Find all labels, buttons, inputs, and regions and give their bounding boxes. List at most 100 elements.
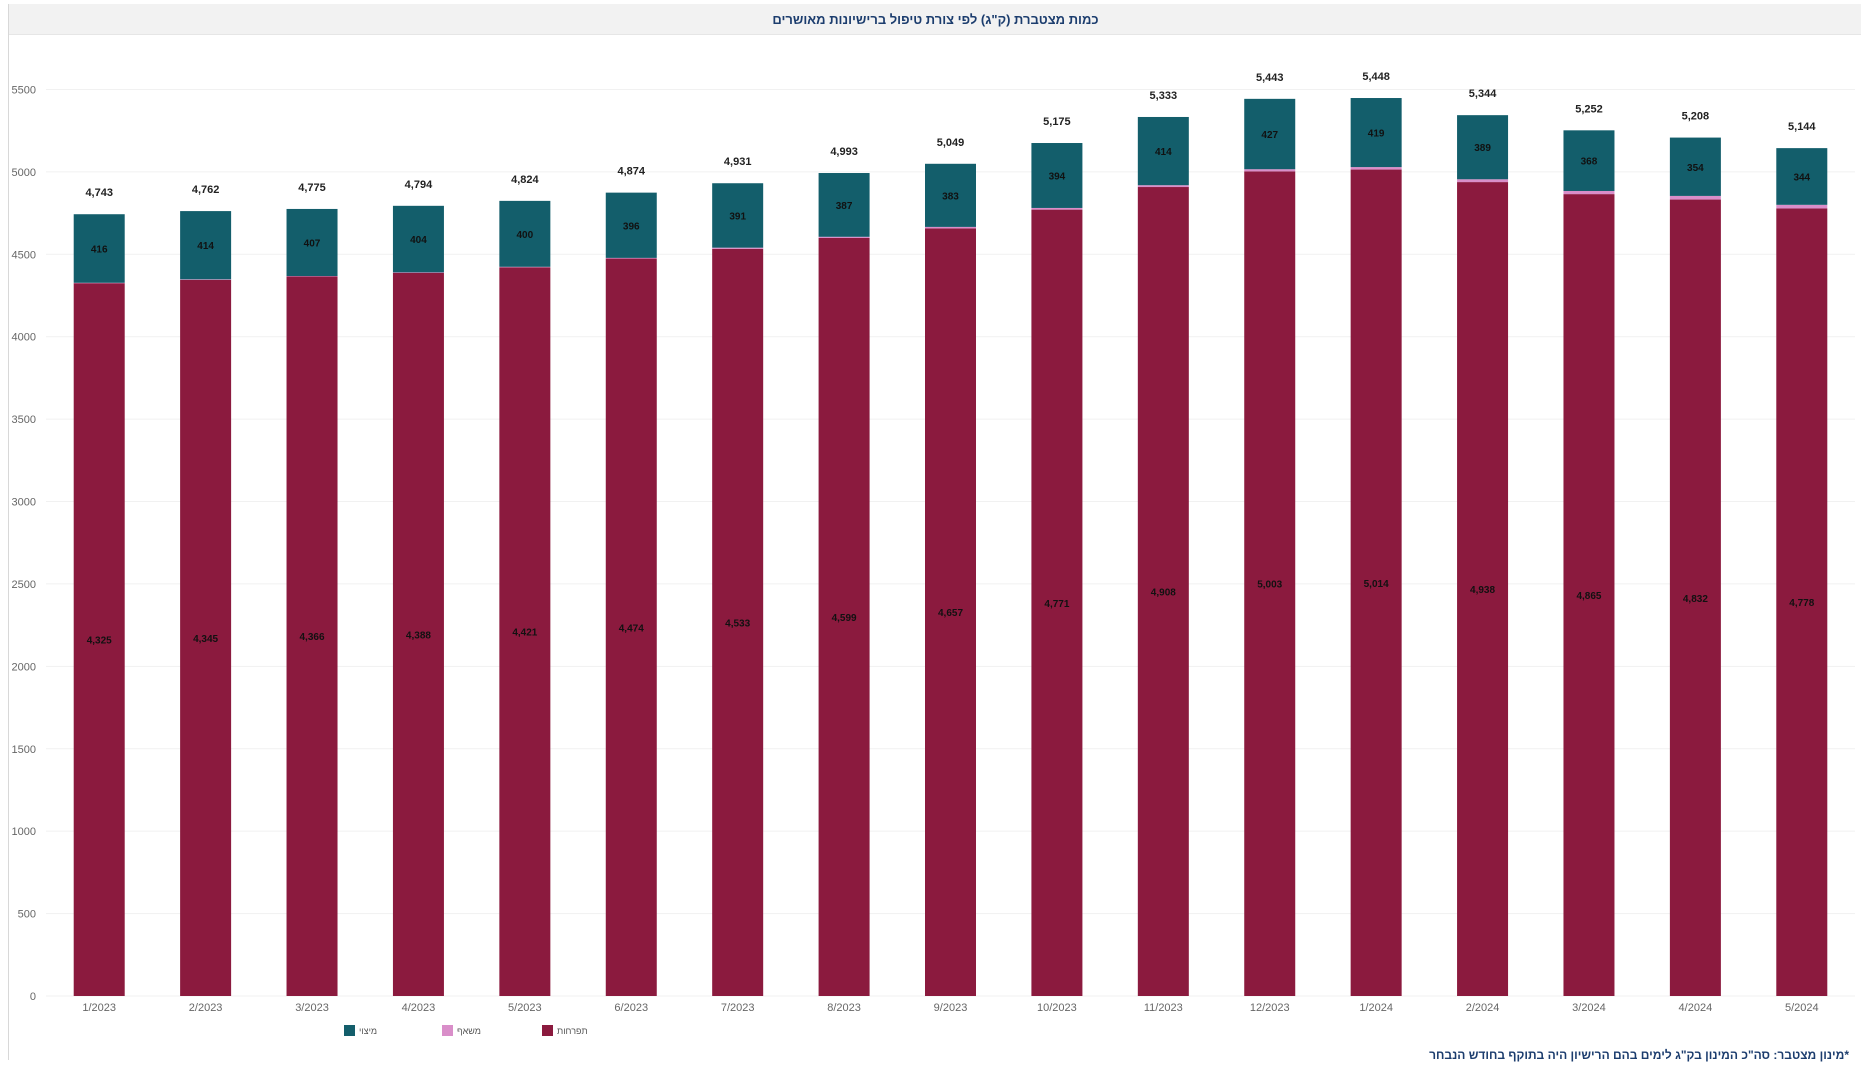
bar-segment-inhaler xyxy=(1563,190,1615,195)
bar-label-extract: 354 xyxy=(1687,163,1704,174)
x-tick-label: 2/2024 xyxy=(1466,1002,1500,1014)
legend-label: מיצוי xyxy=(359,1026,377,1036)
bar-segment-extract xyxy=(73,214,125,283)
bar-segment-extract xyxy=(499,200,551,267)
bar-label-extract: 416 xyxy=(91,245,108,256)
bar-segment-inhaler xyxy=(286,276,338,277)
y-tick-label: 1000 xyxy=(12,826,36,838)
bar-segment-extract xyxy=(712,183,764,248)
bar-segment-extract xyxy=(1457,115,1509,180)
legend-swatch xyxy=(344,1025,355,1036)
bar-label-extract: 427 xyxy=(1261,130,1278,141)
bar-total-label: 4,931 xyxy=(724,156,752,168)
bar-segment-inflorescence xyxy=(605,258,657,996)
bar-segment-inflorescence xyxy=(712,248,764,996)
y-tick-label: 3000 xyxy=(12,497,36,509)
x-tick-label: 1/2024 xyxy=(1359,1002,1393,1014)
bar-label-inflorescence: 4,778 xyxy=(1789,598,1814,609)
bar-total-label: 4,993 xyxy=(830,146,858,158)
bar-label-extract: 368 xyxy=(1581,157,1598,168)
bar-segment-inflorescence xyxy=(1563,194,1615,997)
bar-label-extract: 389 xyxy=(1474,143,1491,154)
bar-segment-extract xyxy=(1137,116,1189,186)
bar-label-extract: 387 xyxy=(836,201,853,212)
bar-label-inflorescence: 5,003 xyxy=(1257,580,1282,591)
y-tick-label: 2500 xyxy=(12,579,36,591)
y-tick-label: 2000 xyxy=(12,661,36,673)
bar-total-label: 4,794 xyxy=(405,179,433,191)
y-tick-label: 4500 xyxy=(12,249,36,261)
bar-segment-extract xyxy=(1031,143,1083,208)
bar-total-label: 5,175 xyxy=(1043,116,1071,128)
x-tick-label: 2/2023 xyxy=(189,1002,223,1014)
bar-segment-extract xyxy=(286,208,338,277)
bar-segment-inhaler xyxy=(818,236,870,238)
bar-label-inflorescence: 4,908 xyxy=(1151,588,1176,599)
bar-total-label: 5,208 xyxy=(1682,111,1710,123)
bar-segment-inhaler xyxy=(1350,167,1402,170)
bar-total-label: 5,049 xyxy=(937,137,965,149)
bar-label-inflorescence: 4,474 xyxy=(619,623,644,634)
bar-segment-inflorescence xyxy=(925,228,976,996)
bar-label-inflorescence: 4,388 xyxy=(406,630,431,641)
bar-segment-inhaler xyxy=(1137,185,1189,188)
bar-segment-inhaler xyxy=(1669,195,1721,200)
bar-total-label: 5,333 xyxy=(1150,90,1178,102)
legend-label: תפרחות xyxy=(557,1026,588,1036)
y-tick-label: 5000 xyxy=(12,167,36,179)
bar-segment-inhaler xyxy=(925,226,976,229)
bar-label-extract: 414 xyxy=(1155,147,1172,158)
x-tick-label: 6/2023 xyxy=(614,1002,648,1014)
bar-segment-inflorescence xyxy=(1137,187,1189,997)
chart-title: כמות מצטברת (ק"ג) לפי צורת טיפול ברישיונ… xyxy=(772,12,1099,27)
bar-label-inflorescence: 4,533 xyxy=(725,618,750,629)
x-tick-label: 5/2023 xyxy=(508,1002,542,1014)
bar-segment-inhaler xyxy=(605,257,657,259)
bar-total-label: 4,775 xyxy=(298,182,326,194)
bar-segment-inhaler xyxy=(1457,179,1509,183)
bar-segment-inflorescence xyxy=(818,237,870,996)
bar-segment-extract xyxy=(1669,137,1721,196)
bar-segment-inflorescence xyxy=(286,276,338,996)
bar-label-inflorescence: 4,771 xyxy=(1044,599,1069,610)
x-tick-label: 1/2023 xyxy=(82,1002,116,1014)
bar-segment-extract xyxy=(1776,148,1828,205)
bar-segment-inflorescence xyxy=(1669,199,1721,996)
bar-segment-inhaler xyxy=(1244,169,1296,172)
bar-total-label: 5,448 xyxy=(1362,71,1390,83)
bar-segment-extract xyxy=(1350,98,1402,168)
y-tick-label: 4000 xyxy=(12,332,36,344)
legend-swatch xyxy=(542,1025,553,1036)
bar-total-label: 5,252 xyxy=(1575,103,1603,115)
bar-segment-inhaler xyxy=(712,247,764,249)
bar-segment-inflorescence xyxy=(180,279,232,997)
bar-label-inflorescence: 4,345 xyxy=(193,634,218,645)
x-tick-label: 11/2023 xyxy=(1144,1002,1183,1014)
bar-label-inflorescence: 4,599 xyxy=(832,613,857,624)
bar-label-inflorescence: 4,325 xyxy=(87,636,112,647)
bar-segment-extract xyxy=(1563,130,1615,191)
bar-label-extract: 396 xyxy=(623,221,640,232)
y-tick-label: 5500 xyxy=(12,84,36,96)
bar-label-extract: 344 xyxy=(1793,172,1810,183)
bar-label-inflorescence: 5,014 xyxy=(1364,579,1389,590)
bar-total-label: 5,144 xyxy=(1788,121,1816,133)
bar-segment-inflorescence xyxy=(73,283,125,996)
x-tick-label: 4/2023 xyxy=(402,1002,436,1014)
title-bar: כמות מצטברת (ק"ג) לפי צורת טיפול ברישיונ… xyxy=(9,4,1861,35)
bar-segment-inflorescence xyxy=(1776,208,1828,996)
bar-label-inflorescence: 4,366 xyxy=(300,632,325,643)
bar-segment-inhaler xyxy=(392,272,444,273)
legend-label: משאף xyxy=(457,1026,481,1036)
x-tick-label: 5/2024 xyxy=(1785,1002,1819,1014)
bar-segment-extract xyxy=(180,211,232,280)
bar-total-label: 5,443 xyxy=(1256,72,1284,84)
bar-segment-inhaler xyxy=(1031,207,1083,210)
legend-swatch xyxy=(442,1025,453,1036)
x-tick-label: 10/2023 xyxy=(1037,1002,1077,1014)
bar-segment-inhaler xyxy=(73,282,125,284)
bar-total-label: 5,344 xyxy=(1469,88,1497,100)
bar-label-extract: 407 xyxy=(304,238,321,249)
bar-label-extract: 404 xyxy=(410,235,427,246)
